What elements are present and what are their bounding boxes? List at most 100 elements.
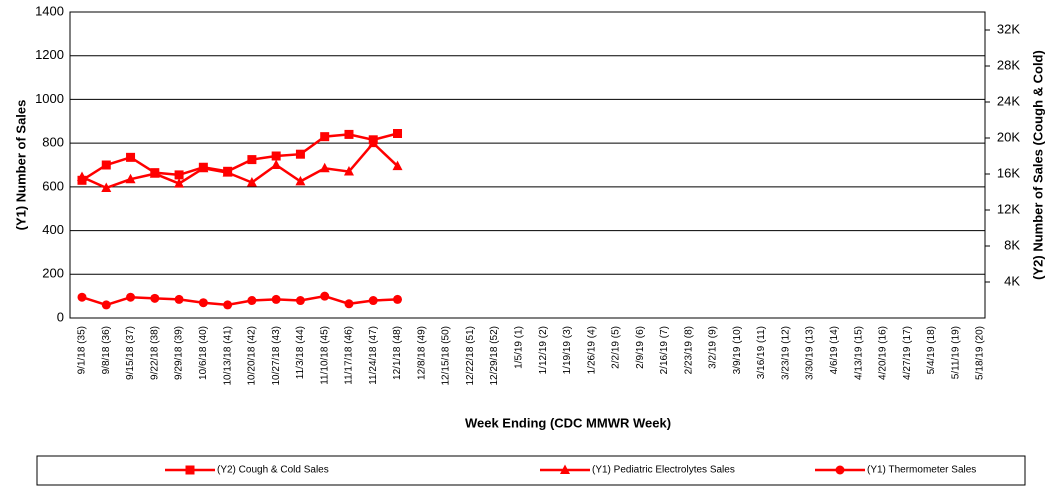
x-tick-label: 2/2/19 (5) — [611, 326, 622, 369]
y-axis-title: (Y1) Number of Sales — [13, 100, 28, 231]
y2-tick-label: 24K — [997, 93, 1020, 108]
legend-label: (Y1) Thermometer Sales — [867, 465, 976, 476]
x-tick-label: 12/15/18 (50) — [441, 326, 452, 386]
x-tick-label: 4/13/19 (15) — [853, 326, 864, 380]
marker-square — [320, 132, 330, 142]
x-tick-label: 9/29/18 (39) — [174, 326, 185, 380]
marker-circle — [295, 296, 305, 306]
x-tick-label: 1/19/19 (3) — [562, 326, 573, 374]
marker-square — [247, 155, 257, 165]
x-tick-label: 11/17/18 (46) — [344, 326, 355, 385]
x-tick-label: 10/20/18 (42) — [247, 326, 258, 386]
x-tick-label: 1/5/19 (1) — [514, 326, 525, 369]
marker-triangle — [319, 162, 330, 173]
marker-triangle — [149, 168, 160, 178]
marker-triangle — [101, 182, 112, 192]
y2-tick-label: 4K — [1004, 273, 1020, 288]
series-line — [81, 141, 399, 190]
marker-circle — [77, 292, 87, 302]
y2-axis-title: (Y2) Number of Sales (Cough & Cold) — [1030, 50, 1045, 280]
x-tick-label: 3/30/19 (13) — [805, 326, 816, 380]
x-tick-label: 3/16/19 (11) — [756, 326, 767, 379]
x-tick-label: 2/9/19 (6) — [635, 326, 646, 369]
marker-square — [101, 160, 111, 170]
marker-circle — [150, 293, 160, 303]
legend-label: (Y1) Pediatric Electrolytes Sales — [592, 465, 735, 476]
x-tick-label: 4/20/19 (16) — [878, 326, 889, 380]
y2-tick-label: 12K — [997, 201, 1020, 216]
x-axis-title: Week Ending (CDC MMWR Week) — [465, 415, 671, 430]
x-tick-label: 9/22/18 (38) — [149, 326, 160, 380]
y-tick-label: 400 — [42, 222, 64, 237]
x-tick-label: 1/26/19 (4) — [586, 326, 597, 374]
marker-triangle — [368, 137, 379, 148]
y2-tick-label: 16K — [997, 165, 1020, 180]
x-tick-label: 11/10/18 (45) — [319, 326, 330, 385]
x-tick-label: 10/13/18 (41) — [222, 326, 233, 386]
x-tick-label: 5/4/19 (18) — [926, 326, 937, 374]
x-tick-label: 10/27/18 (43) — [271, 326, 282, 386]
marker-triangle — [222, 167, 233, 177]
x-tick-label: 2/23/19 (8) — [683, 326, 694, 374]
marker-circle — [835, 465, 845, 475]
x-tick-label: 10/6/18 (40) — [198, 326, 209, 380]
marker-circle — [223, 300, 233, 310]
marker-circle — [126, 292, 136, 302]
y-tick-label: 0 — [57, 309, 64, 324]
x-tick-label: 3/23/19 (12) — [780, 326, 791, 380]
x-tick-label: 11/3/18 (44) — [295, 326, 306, 379]
x-tick-label: 12/22/18 (51) — [465, 326, 476, 386]
marker-square — [393, 129, 403, 138]
marker-circle — [368, 296, 378, 306]
x-tick-label: 12/1/18 (48) — [392, 326, 403, 380]
x-tick-label: 9/8/18 (36) — [101, 326, 112, 374]
y2-tick-label: 28K — [997, 57, 1020, 72]
y-tick-label: 800 — [42, 135, 64, 150]
x-tick-label: 11/24/18 (47) — [368, 326, 379, 385]
x-tick-label: 9/1/18 (35) — [77, 326, 88, 374]
marker-triangle — [125, 173, 136, 184]
x-tick-label: 12/8/18 (49) — [416, 326, 427, 380]
marker-circle — [393, 294, 403, 304]
marker-circle — [198, 298, 208, 308]
marker-triangle — [198, 162, 209, 173]
marker-circle — [247, 296, 257, 306]
marker-triangle — [343, 166, 354, 176]
marker-circle — [271, 294, 281, 304]
marker-square — [271, 151, 281, 161]
marker-triangle — [295, 175, 306, 186]
x-tick-label: 9/15/18 (37) — [125, 326, 136, 380]
x-tick-label: 5/18/19 (20) — [975, 326, 986, 380]
marker-triangle — [77, 171, 87, 182]
legend-label: (Y2) Cough & Cold Sales — [217, 465, 329, 476]
y-tick-label: 200 — [42, 266, 64, 281]
y2-tick-label: 8K — [1004, 237, 1020, 252]
marker-square — [295, 149, 305, 159]
marker-triangle — [271, 159, 282, 169]
marker-circle — [101, 300, 111, 310]
x-tick-label: 12/29/18 (52) — [489, 326, 500, 386]
marker-triangle — [174, 178, 185, 188]
marker-square — [185, 465, 195, 475]
marker-square — [126, 152, 136, 162]
x-tick-label: 4/6/19 (14) — [829, 326, 840, 374]
x-tick-label: 3/9/19 (10) — [732, 326, 743, 374]
marker-circle — [174, 294, 184, 304]
marker-triangle — [392, 160, 403, 171]
legend-box — [36, 455, 1026, 486]
x-tick-label: 1/12/19 (2) — [538, 326, 549, 374]
y-tick-label: 1200 — [35, 47, 64, 62]
marker-square — [174, 170, 184, 180]
marker-circle — [320, 291, 330, 301]
y2-tick-label: 32K — [997, 21, 1020, 36]
marker-circle — [344, 299, 354, 309]
y-tick-label: 600 — [42, 178, 64, 193]
y-tick-label: 1000 — [35, 91, 64, 106]
marker-triangle — [560, 464, 570, 474]
y-tick-label: 1400 — [35, 3, 64, 18]
x-tick-label: 3/2/19 (9) — [708, 326, 719, 369]
x-tick-label: 2/16/19 (7) — [659, 326, 670, 374]
x-tick-label: 4/27/19 (17) — [902, 326, 913, 380]
marker-square — [344, 129, 354, 139]
